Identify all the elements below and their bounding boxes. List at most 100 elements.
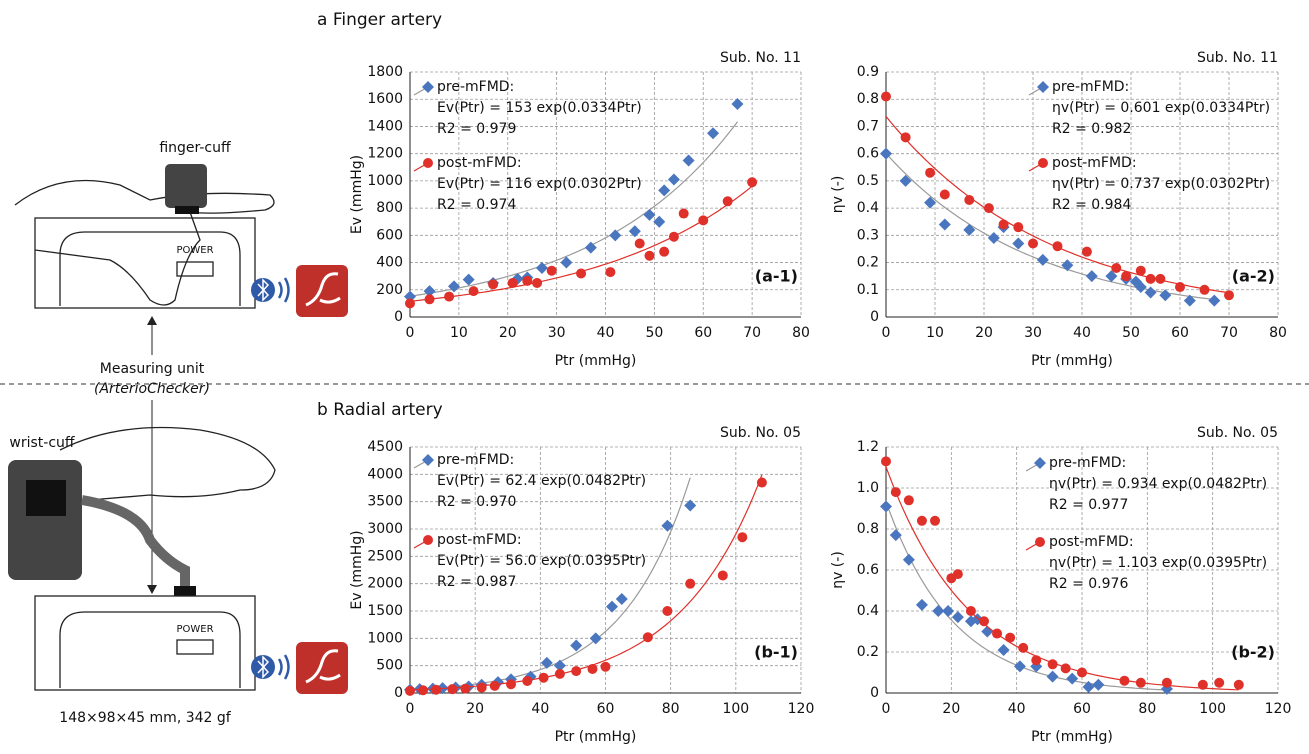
y-tick-label: 1000 [367,173,403,189]
x-tick-label: 20 [975,325,993,341]
equation: Ev(Ptr) = 116 exp(0.0302Ptr) [437,176,642,192]
x-tick-label: 20 [942,701,960,717]
point [1052,241,1063,252]
connector [174,586,196,596]
point [423,285,436,298]
r-squared: R2 = 0.976 [1049,576,1128,592]
x-tick-label: 0 [882,701,891,717]
chart: 0 500 1000 1500 2000 2500 3000 3500 4000 4500 0 20 4… [349,425,814,745]
x-tick-label: 40 [597,325,615,341]
point [1111,263,1122,273]
legend-label: post-mFMD: [437,532,522,548]
point [899,174,912,187]
point [546,265,557,276]
y-tick-label: 4500 [367,439,403,455]
y-axis-label: Ev (mmHg) [349,530,365,609]
fit-curve [886,152,1215,301]
equation: ηv(Ptr) = 0.601 exp(0.0334Ptr) [1052,100,1270,116]
point [1046,670,1059,683]
y-tick-label: 1200 [367,146,403,162]
point [997,643,1010,656]
tube [81,495,190,590]
point [571,666,582,677]
legend-marker [1037,81,1049,93]
point [418,685,429,696]
point [535,262,548,274]
legend-label: post-mFMD: [1049,534,1134,550]
point [915,598,928,611]
point [538,672,549,683]
point [992,628,1003,639]
label: POWER [176,245,213,256]
point [1018,642,1029,653]
x-tick-label: 40 [1008,701,1026,717]
x-axis-label: Ptr (mmHg) [1031,353,1113,369]
y-tick-label: 800 [376,200,403,216]
y-axis-label: ηv (-) [830,551,846,589]
y-tick-label: 0.4 [857,603,879,619]
x-tick-label: 40 [1073,325,1091,341]
y-tick-label: 0.4 [857,200,879,216]
x-axis-label: Ptr (mmHg) [555,729,637,745]
point [930,515,940,526]
point [951,611,964,624]
x-tick-label: 30 [548,325,566,341]
y-tick-label: 200 [376,282,403,298]
point [1047,659,1058,670]
point [682,154,695,167]
point [952,569,963,580]
x-tick-label: 120 [788,701,815,717]
y-tick-label: 3000 [367,521,403,537]
point [1233,679,1244,690]
signal [277,277,290,303]
y-tick-label: 2000 [367,576,403,592]
point [881,91,891,102]
legend-marker [1035,537,1045,547]
point [685,578,696,589]
point [553,659,566,672]
wrist-cuff [8,460,82,580]
bluetooth-glyph [257,278,270,302]
point [1135,677,1146,688]
point [916,515,927,526]
point [576,268,587,279]
point [1159,289,1172,302]
point [653,215,666,228]
point [900,132,911,143]
point [1066,672,1079,685]
point [661,519,674,532]
point [903,495,914,506]
legend-marker [1034,457,1046,469]
point [737,532,748,543]
hand [14,179,275,306]
power-button [176,639,214,655]
point [488,279,499,290]
panel-tag: (b-2) [1231,643,1275,662]
y-tick-label: 0.2 [857,255,879,271]
y-tick-label: 0 [870,309,879,325]
point [1082,680,1095,693]
point [1134,281,1147,294]
x-tick-label: 20 [499,325,517,341]
point [880,500,892,513]
legend-label: pre-mFMD: [437,79,514,95]
y-tick-label: 4000 [367,466,403,482]
point [507,277,518,288]
r-squared: R2 = 0.982 [1052,121,1131,137]
chart: 0 0.2 0.4 0.6 0.8 1.0 1.2 0 20 40 60 80 100 120 Ptr (m… [830,425,1291,745]
label: Measuring unit [100,361,205,377]
unit-panel [59,231,241,306]
point [965,606,976,616]
point [532,277,543,288]
subject-label: Sub. No. 11 [720,50,801,66]
x-tick-label: 70 [1220,325,1238,341]
y-tick-label: 0.8 [857,91,879,107]
point [506,679,517,690]
x-tick-label: 40 [531,701,549,717]
y-tick-label: 0.5 [857,173,879,189]
r-squared: R2 = 0.977 [1049,497,1128,513]
y-tick-label: 1400 [367,118,403,134]
y-tick-label: 600 [376,227,403,243]
point [615,592,628,605]
